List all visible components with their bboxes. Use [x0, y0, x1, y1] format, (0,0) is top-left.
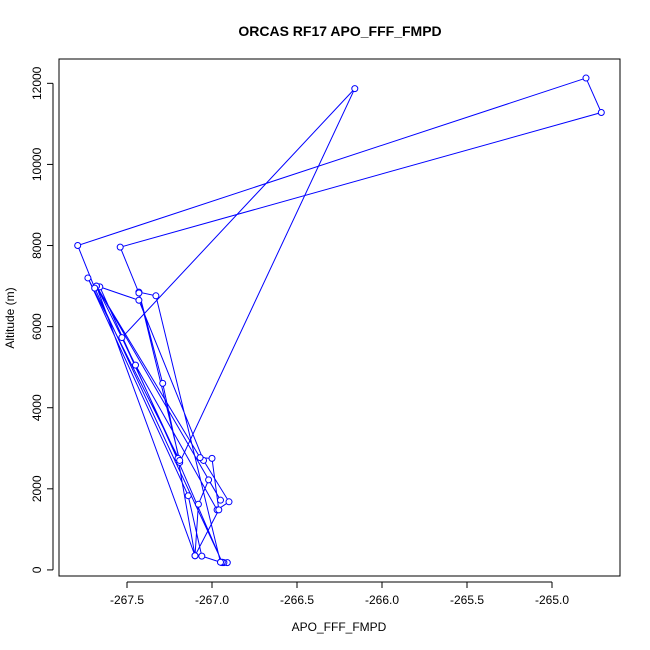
series-line — [77, 77, 602, 564]
data-point — [116, 243, 124, 251]
x-axis-title: APO_FFF_FMPD — [292, 620, 387, 634]
data-point — [159, 379, 167, 387]
data-point — [194, 500, 202, 508]
data-point — [217, 558, 224, 566]
data-point — [196, 454, 204, 462]
y-tick-label: 10000 — [30, 147, 44, 181]
y-tick-label: 12000 — [30, 66, 44, 100]
x-tick-label: -265.5 — [450, 593, 484, 607]
x-tick-label: -265.0 — [535, 593, 569, 607]
data-point — [215, 506, 223, 514]
y-tick-label: 2000 — [30, 475, 44, 502]
data-point — [132, 361, 139, 369]
data-point — [184, 492, 192, 500]
data-point — [191, 552, 199, 560]
data-point — [225, 498, 233, 506]
data-point — [582, 74, 590, 82]
data-point — [176, 456, 184, 464]
data-point — [91, 284, 99, 292]
data-point — [74, 242, 82, 250]
data-point — [118, 334, 126, 342]
y-axis-title: Altitude (m) — [3, 287, 17, 348]
y-tick-label: 0 — [30, 566, 44, 573]
data-point — [351, 85, 359, 93]
x-axis: -267.5 -267.0 -266.5 -266.0 -265.5 -265.0 — [110, 581, 569, 607]
y-tick-label: 6000 — [30, 313, 44, 340]
y-tick-label: 8000 — [30, 232, 44, 259]
chart-title: ORCAS RF17 APO_FFF_FMPD — [238, 23, 441, 39]
data-point — [135, 289, 143, 297]
y-tick-label: 4000 — [30, 394, 44, 421]
plot-frame — [58, 58, 621, 577]
plot-area — [74, 74, 605, 567]
x-tick-label: -267.0 — [195, 593, 229, 607]
x-tick-label: -267.5 — [110, 593, 144, 607]
data-point — [217, 496, 224, 504]
y-axis: 0 2000 4000 6000 8000 10000 12000 — [30, 66, 54, 573]
data-point — [152, 292, 160, 300]
data-point — [198, 552, 206, 560]
data-point — [597, 109, 605, 117]
x-tick-label: -266.5 — [280, 593, 314, 607]
data-point — [208, 454, 216, 462]
x-tick-label: -266.0 — [365, 593, 399, 607]
data-point — [205, 476, 213, 484]
data-point — [84, 274, 92, 282]
data-point — [135, 296, 143, 304]
